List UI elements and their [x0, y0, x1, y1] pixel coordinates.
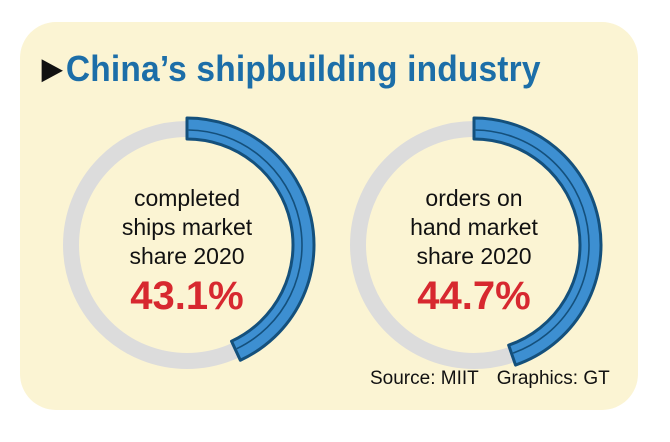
label-line: hand market	[410, 214, 538, 240]
donut-value-orders: 44.7%	[417, 274, 531, 318]
title-text: China’s shipbuilding industry	[65, 48, 541, 89]
donut-share-arc	[185, 116, 316, 362]
donut-share-arc-inner-line	[475, 129, 590, 354]
label-line: orders on	[425, 185, 523, 211]
label-line: completed	[133, 185, 241, 211]
donut-completed-ships	[63, 116, 316, 369]
graphics-credit: Graphics: GT	[496, 368, 610, 389]
donut-label-orders: orders on hand market share 2020	[384, 184, 564, 271]
donut-value-completed: 43.1%	[130, 274, 244, 318]
donut-orders-on-hand	[350, 116, 603, 369]
label-line: share 2020	[416, 243, 532, 269]
play-arrow-icon: ▶	[42, 53, 63, 84]
donut-label-completed: completed ships market share 2020	[97, 184, 277, 271]
chart-title: ▶ China’s shipbuilding industry	[42, 48, 541, 90]
footer-credits: Source: MIIT Graphics: GT	[370, 368, 628, 390]
donut-share-arc-inner-line	[188, 129, 303, 350]
label-line: share 2020	[129, 243, 245, 269]
source-text: Source: MIIT	[370, 368, 479, 389]
label-line: ships market	[121, 214, 253, 240]
